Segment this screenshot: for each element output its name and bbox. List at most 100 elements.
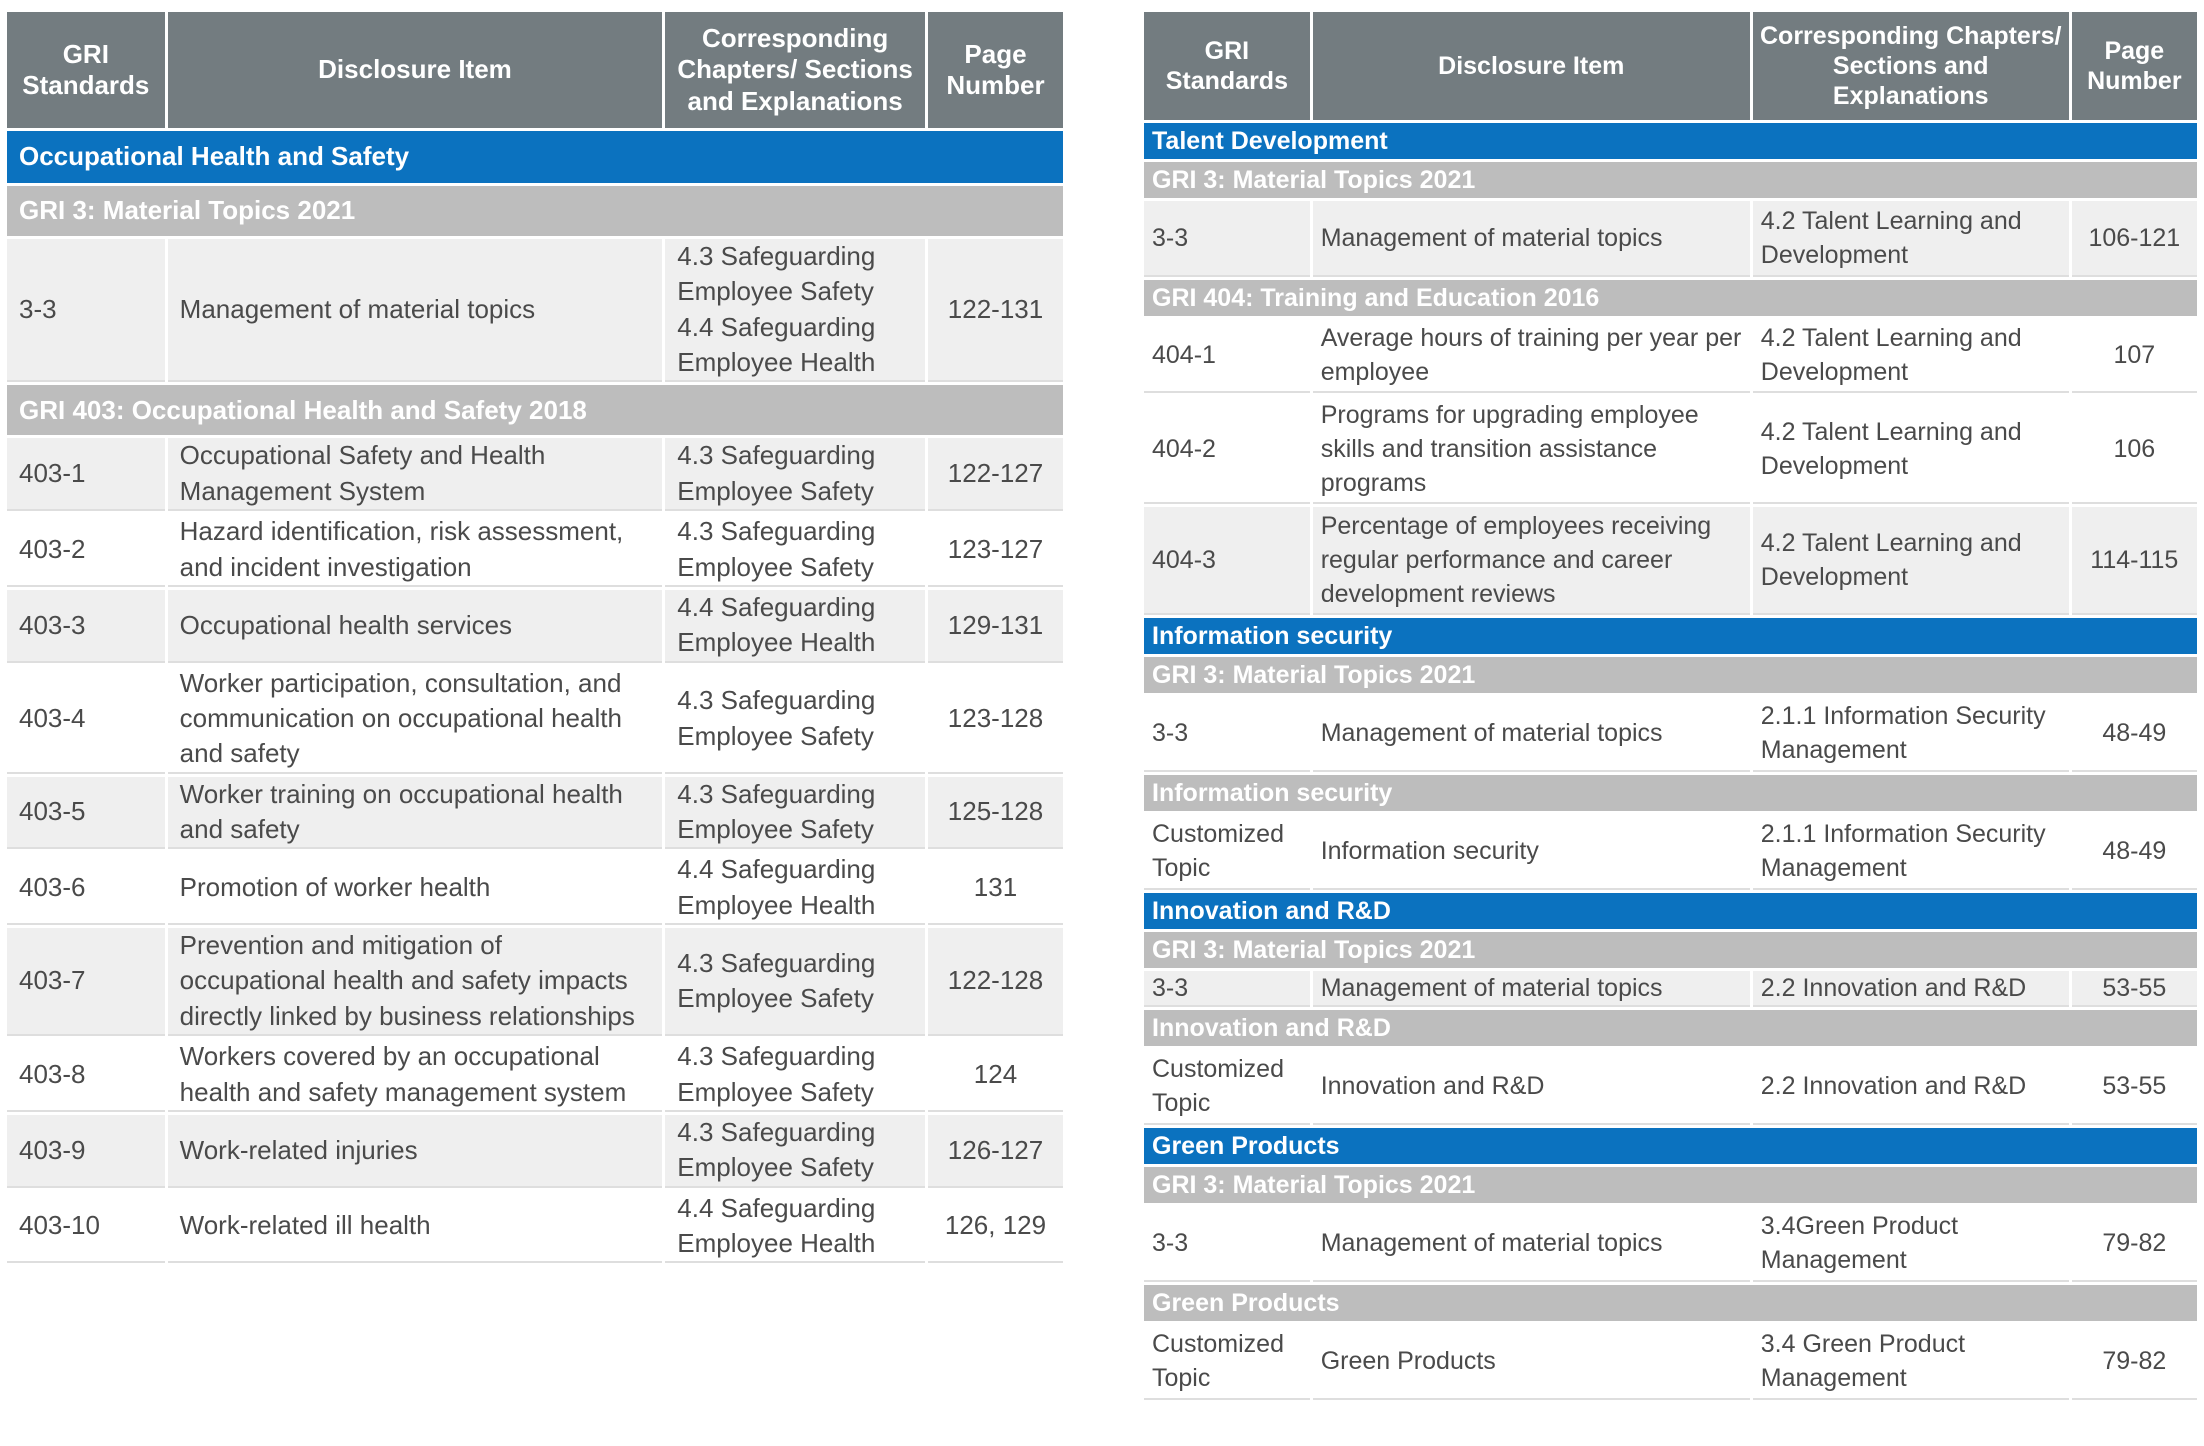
- subheading-row: GRI 3: Material Topics 2021: [1144, 657, 2197, 693]
- subheading-row: GRI 3: Material Topics 2021: [1144, 932, 2197, 968]
- topic-row-green-products: Green Products: [1144, 1128, 2197, 1164]
- disclosure-item: Work-related ill health: [167, 1190, 663, 1264]
- subheading-title: GRI 403: Occupational Health and Safety …: [7, 385, 1063, 436]
- chapter-reference: 4.3 Safeguarding Employee Safety: [665, 1114, 925, 1188]
- gri-code: 3-3: [1144, 201, 1310, 277]
- table-row: 403-2 Hazard identification, risk assess…: [7, 514, 1063, 587]
- disclosure-item: Worker participation, consultation, and …: [167, 665, 663, 774]
- page-number: 129-131: [927, 589, 1063, 663]
- page-number: 125-128: [927, 776, 1063, 850]
- subheading-title: Information security: [1144, 775, 2197, 811]
- topic-title: Green Products: [1144, 1128, 2197, 1164]
- table-row: Customized Topic Green Products 3.4 Gree…: [1144, 1324, 2197, 1400]
- table-row: 3-3 Management of material topics 2.2 In…: [1144, 971, 2197, 1007]
- chapter-reference: 4.2 Talent Learning and Development: [1752, 201, 2069, 277]
- table-row: 404-1 Average hours of training per year…: [1144, 319, 2197, 393]
- page-number: 79-82: [2071, 1324, 2197, 1400]
- page-number: 126-127: [927, 1114, 1063, 1188]
- gri-code: 3-3: [7, 239, 165, 383]
- disclosure-item: Workers covered by an occupational healt…: [167, 1039, 663, 1112]
- table-row: Customized Topic Innovation and R&D 2.2 …: [1144, 1049, 2197, 1125]
- subheading-title: GRI 404: Training and Education 2016: [1144, 280, 2197, 316]
- gri-index-table-left: GRI Standards Disclosure Item Correspond…: [4, 9, 1066, 1266]
- disclosure-item: Management of material topics: [1312, 1206, 1750, 1282]
- table-row: 3-3 Management of material topics 4.2 Ta…: [1144, 201, 2197, 277]
- chapter-reference: 2.2 Innovation and R&D: [1752, 971, 2069, 1007]
- gri-code: 404-2: [1144, 396, 1310, 504]
- disclosure-item: Management of material topics: [167, 239, 663, 383]
- gri-code: Customized Topic: [1144, 814, 1310, 890]
- page-number: 124: [927, 1039, 1063, 1112]
- table-row: 404-3 Percentage of employees receiving …: [1144, 507, 2197, 615]
- header-chapters: Corresponding Chapters/ Sections and Exp…: [665, 12, 925, 128]
- gri-code: 403-6: [7, 852, 165, 926]
- gri-index-table-right: GRI Standards Disclosure Item Correspond…: [1141, 9, 2200, 1403]
- disclosure-item: Management of material topics: [1312, 696, 1750, 772]
- gri-code: 404-1: [1144, 319, 1310, 393]
- chapter-reference: 2.1.1 Information Security Management: [1752, 814, 2069, 890]
- gri-code: 404-3: [1144, 507, 1310, 615]
- page-number: 122-127: [927, 438, 1063, 512]
- chapter-reference: 4.3 Safeguarding Employee Safety 4.4 Saf…: [665, 239, 925, 383]
- header-page-number: Page Number: [927, 12, 1063, 128]
- table-row: 3-3 Management of material topics 3.4Gre…: [1144, 1206, 2197, 1282]
- table-row: 403-3 Occupational health services 4.4 S…: [7, 589, 1063, 663]
- page-number: 106-121: [2071, 201, 2197, 277]
- header-row: GRI Standards Disclosure Item Correspond…: [1144, 12, 2197, 120]
- table-row: 403-1 Occupational Safety and Health Man…: [7, 438, 1063, 512]
- subheading-row: GRI 403: Occupational Health and Safety …: [7, 385, 1063, 436]
- gri-code: Customized Topic: [1144, 1049, 1310, 1125]
- disclosure-item: Hazard identification, risk assessment, …: [167, 514, 663, 587]
- gri-code: 3-3: [1144, 971, 1310, 1007]
- page-number: 48-49: [2071, 814, 2197, 890]
- disclosure-item: Prevention and mitigation of occupationa…: [167, 928, 663, 1037]
- subheading-row: Information security: [1144, 775, 2197, 811]
- disclosure-item: Management of material topics: [1312, 201, 1750, 277]
- subheading-title: GRI 3: Material Topics 2021: [1144, 1167, 2197, 1203]
- subheading-row: GRI 404: Training and Education 2016: [1144, 280, 2197, 316]
- chapter-reference: 4.3 Safeguarding Employee Safety: [665, 776, 925, 850]
- table-row: 403-4 Worker participation, consultation…: [7, 665, 1063, 774]
- subheading-title: GRI 3: Material Topics 2021: [1144, 657, 2197, 693]
- header-page-number: Page Number: [2071, 12, 2197, 120]
- page-number: 126, 129: [927, 1190, 1063, 1264]
- disclosure-item: Innovation and R&D: [1312, 1049, 1750, 1125]
- gri-code: 3-3: [1144, 1206, 1310, 1282]
- chapter-reference: 4.4 Safeguarding Employee Health: [665, 1190, 925, 1264]
- disclosure-item: Work-related injuries: [167, 1114, 663, 1188]
- subheading-row: GRI 3: Material Topics 2021: [1144, 1167, 2197, 1203]
- gri-code: 403-5: [7, 776, 165, 850]
- table-row: Customized Topic Information security 2.…: [1144, 814, 2197, 890]
- gri-code: 403-4: [7, 665, 165, 774]
- gri-code: 403-7: [7, 928, 165, 1037]
- topic-row-innovation: Innovation and R&D: [1144, 893, 2197, 929]
- subheading-title: GRI 3: Material Topics 2021: [1144, 932, 2197, 968]
- chapter-reference: 2.1.1 Information Security Management: [1752, 696, 2069, 772]
- subheading-row: Innovation and R&D: [1144, 1010, 2197, 1046]
- chapter-reference: 4.2 Talent Learning and Development: [1752, 396, 2069, 504]
- chapter-reference: 4.3 Safeguarding Employee Safety: [665, 665, 925, 774]
- chapter-reference: 4.2 Talent Learning and Development: [1752, 507, 2069, 615]
- chapter-reference: 3.4Green Product Management: [1752, 1206, 2069, 1282]
- table-row: 3-3 Management of material topics 2.1.1 …: [1144, 696, 2197, 772]
- page-number: 48-49: [2071, 696, 2197, 772]
- table-row: 3-3 Management of material topics 4.3 Sa…: [7, 239, 1063, 383]
- disclosure-item: Worker training on occupational health a…: [167, 776, 663, 850]
- topic-row-talent-development: Talent Development: [1144, 123, 2197, 159]
- page-number: 122-131: [927, 239, 1063, 383]
- table-row: 404-2 Programs for upgrading employee sk…: [1144, 396, 2197, 504]
- gri-code: 403-10: [7, 1190, 165, 1264]
- page-number: 131: [927, 852, 1063, 926]
- disclosure-item: Occupational Safety and Health Managemen…: [167, 438, 663, 512]
- disclosure-item: Programs for upgrading employee skills a…: [1312, 396, 1750, 504]
- page-number: 53-55: [2071, 971, 2197, 1007]
- chapter-reference: 4.3 Safeguarding Employee Safety: [665, 514, 925, 587]
- gri-code: 403-2: [7, 514, 165, 587]
- table-row: 403-9 Work-related injuries 4.3 Safeguar…: [7, 1114, 1063, 1188]
- table-row: 403-5 Worker training on occupational he…: [7, 776, 1063, 850]
- chapter-reference: 2.2 Innovation and R&D: [1752, 1049, 2069, 1125]
- page-number: 53-55: [2071, 1049, 2197, 1125]
- topic-row-occupational-health: Occupational Health and Safety: [7, 131, 1063, 183]
- disclosure-item: Occupational health services: [167, 589, 663, 663]
- header-disclosure-item: Disclosure Item: [167, 12, 663, 128]
